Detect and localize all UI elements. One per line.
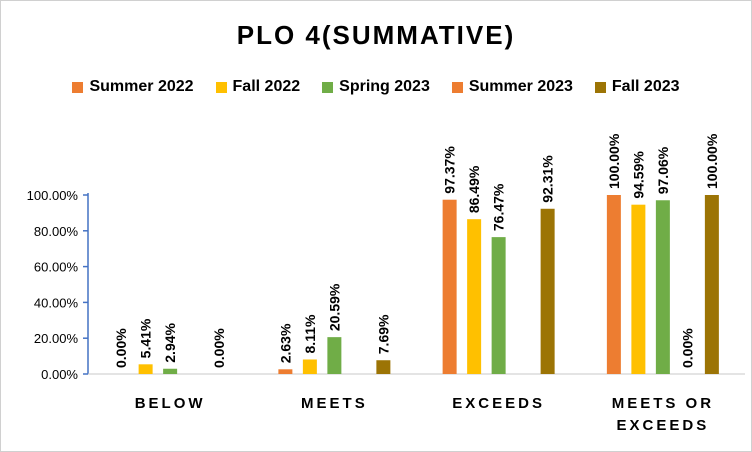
legend-swatch (72, 81, 84, 93)
data-label: 100.00% (704, 133, 720, 189)
y-tick-label: 0.00% (41, 367, 78, 382)
x-category-label: MEETS (301, 395, 368, 412)
data-label: 92.31% (540, 155, 556, 203)
bar (467, 219, 482, 374)
y-tick-label: 100.00% (27, 188, 79, 203)
data-label: 94.59% (630, 151, 646, 199)
legend-label: Summer 2022 (89, 78, 194, 95)
data-label: 2.63% (277, 323, 293, 363)
data-label: 0.00% (113, 328, 129, 368)
data-label: 8.11% (302, 314, 318, 353)
data-label: 97.37% (442, 146, 458, 194)
y-tick-label: 60.00% (34, 260, 79, 275)
x-category-label: EXCEEDS (617, 417, 710, 434)
legend-label: Summer 2023 (468, 78, 573, 95)
bar (704, 195, 719, 374)
bar (631, 204, 646, 374)
bar (655, 200, 670, 374)
legend-label: Spring 2023 (339, 78, 430, 95)
bar (327, 337, 342, 374)
bar (376, 360, 391, 374)
legend-item: Fall 2022 (215, 78, 301, 96)
data-label: 7.69% (375, 314, 391, 354)
legend-item: Summer 2023 (451, 78, 573, 96)
data-label: 0.00% (211, 328, 227, 368)
legend-label: Fall 2022 (232, 78, 301, 95)
data-label: 2.94% (162, 322, 178, 362)
legend-swatch (322, 81, 334, 93)
bar (278, 369, 293, 374)
bar (302, 359, 317, 374)
data-label: 5.41% (138, 318, 154, 358)
x-category-label: BELOW (135, 395, 206, 412)
data-label: 86.49% (466, 165, 482, 213)
x-category-label: MEETS OR (612, 395, 714, 412)
bar (606, 195, 621, 374)
legend-item: Summer 2022 (72, 78, 194, 96)
data-label: 100.00% (606, 133, 622, 189)
bar (491, 237, 506, 374)
chart-title: PLO 4(SUMMATIVE) (236, 20, 516, 50)
bar (442, 199, 457, 374)
bar (138, 364, 153, 374)
legend-item: Spring 2023 (322, 78, 430, 96)
legend-label: Fall 2023 (611, 78, 680, 95)
data-label: 97.06% (655, 146, 671, 194)
legend-swatch (451, 81, 463, 93)
y-tick-label: 80.00% (34, 224, 79, 239)
legend-item: Fall 2023 (594, 78, 680, 96)
bar (540, 208, 555, 374)
bar (163, 368, 178, 374)
data-label: 0.00% (679, 328, 695, 368)
y-tick-label: 40.00% (34, 295, 79, 310)
legend-swatch (215, 81, 227, 93)
data-label: 20.59% (326, 283, 342, 331)
x-category-label: EXCEEDS (452, 395, 545, 412)
legend-swatch (594, 81, 606, 93)
chart-legend: Summer 2022 Fall 2022 Spring 2023 Summer 20… (0, 78, 752, 96)
data-label: 76.47% (491, 183, 507, 231)
y-tick-label: 20.00% (34, 331, 79, 346)
